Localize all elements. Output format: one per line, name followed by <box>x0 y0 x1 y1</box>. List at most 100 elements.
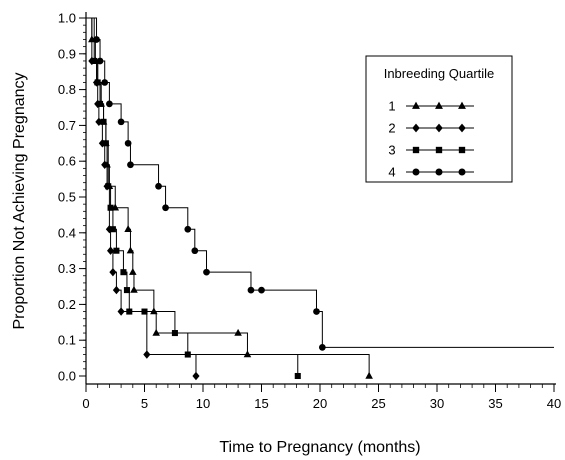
y-tick-label: 0.0 <box>58 369 76 384</box>
series-2-point <box>143 350 151 359</box>
x-tick-label: 35 <box>488 396 502 411</box>
series-3-point <box>91 57 98 64</box>
series-4-point <box>247 286 255 294</box>
legend-label: 2 <box>388 121 395 136</box>
series-4-point <box>313 308 320 315</box>
series-2-line <box>86 17 197 376</box>
y-tick-label: 0.8 <box>58 82 76 97</box>
x-tick-label: 5 <box>141 396 148 411</box>
y-tick-label: 0.5 <box>58 190 76 205</box>
legend-box <box>365 55 513 183</box>
series-4-point <box>184 225 192 233</box>
y-tick-label: 0.6 <box>58 154 76 169</box>
y-tick-label: 0.1 <box>58 333 76 348</box>
legend-item-2: 2 <box>388 121 474 136</box>
series-3-point <box>171 330 178 337</box>
series-1-point <box>365 371 373 379</box>
series-layer <box>86 17 554 381</box>
x-tick-label: 40 <box>547 396 561 411</box>
series-4-point <box>93 36 100 43</box>
series-3-point <box>123 287 130 294</box>
series-4-point <box>191 247 199 255</box>
series-3-point <box>126 308 133 315</box>
y-tick-label: 0.2 <box>58 297 76 312</box>
series-1-point <box>130 285 138 293</box>
x-axis-title: Time to Pregnancy (months) <box>219 439 420 456</box>
legend-label: 1 <box>388 99 395 114</box>
x-tick-label: 25 <box>371 396 385 411</box>
y-tick-label: 0.7 <box>58 118 76 133</box>
series-1-point <box>243 350 252 358</box>
legend-marker <box>435 101 443 109</box>
series-4-point <box>96 57 104 65</box>
legend-marker <box>458 123 466 133</box>
axes: 0.0 0.1 0.2 0.3 0.4 0.5 0.6 0.7 0.8 0.9 1.0 0 5 10 15 2… <box>58 11 561 412</box>
series-4-point <box>106 100 113 108</box>
series-4-point <box>162 204 169 212</box>
series-1 <box>86 17 373 379</box>
x-tick-label: 0 <box>82 396 89 411</box>
series-1-point <box>124 225 132 232</box>
series-4-point <box>258 286 265 294</box>
legend-marker <box>435 168 443 176</box>
series-3-point <box>105 183 112 190</box>
series-4 <box>86 17 554 351</box>
series-3-point <box>109 226 116 233</box>
series-1-point <box>150 307 158 315</box>
x-tick-label: 10 <box>196 396 210 411</box>
legend-label: 3 <box>388 143 395 158</box>
series-3-line <box>86 17 299 376</box>
legend-item-4: 4 <box>388 165 474 180</box>
legend-marker <box>435 146 443 154</box>
y-tick-label: 0.4 <box>58 225 76 240</box>
legend-marker <box>412 146 420 154</box>
series-2-point <box>109 267 117 277</box>
series-4-point <box>203 268 210 276</box>
series-4-point <box>101 79 109 86</box>
legend-marker <box>458 168 466 176</box>
series-3-point <box>184 351 191 358</box>
series-3-point <box>102 140 109 147</box>
series-2-point <box>117 307 125 316</box>
x-tick-label: 15 <box>254 396 268 411</box>
legend-marker <box>458 101 466 109</box>
series-3 <box>86 17 301 380</box>
legend-marker <box>412 123 420 133</box>
series-4-point <box>155 182 162 190</box>
series-2-point <box>112 285 120 295</box>
legend-title: Inbreeding Quartile <box>384 66 495 81</box>
series-1-line <box>86 17 370 376</box>
series-4-point <box>318 344 326 351</box>
series-4-point <box>127 161 134 169</box>
series-3-point <box>113 247 120 254</box>
legend: Inbreeding Quartile 1 2 3 4 <box>365 55 513 183</box>
y-tick-label: 0.3 <box>58 261 76 276</box>
series-3-point <box>107 204 114 211</box>
series-2-point <box>192 371 200 381</box>
series-2-point <box>107 246 115 255</box>
x-tick-label: 30 <box>430 396 444 411</box>
series-1-point <box>234 328 242 336</box>
legend-marker <box>412 168 420 176</box>
series-1-point <box>129 267 137 275</box>
series-2-point <box>105 225 113 234</box>
legend-item-1: 1 <box>388 99 474 114</box>
legend-marker <box>412 101 420 109</box>
legend-items: 1 2 3 4 <box>388 99 474 180</box>
series-3-point <box>97 100 104 107</box>
legend-marker <box>458 146 466 154</box>
series-3-point <box>120 269 127 276</box>
y-axis-title: Proportion Not Achieving Pregnancy <box>11 72 28 329</box>
series-4-point <box>117 118 125 126</box>
x-tick-label: 20 <box>313 396 327 411</box>
series-3-point <box>141 308 148 315</box>
series-2 <box>86 17 200 381</box>
series-3-point <box>94 79 101 86</box>
series-3-point <box>294 372 301 380</box>
y-tick-label: 0.9 <box>58 46 76 61</box>
series-1-point <box>126 246 135 254</box>
series-2-point <box>101 160 109 169</box>
legend-label: 4 <box>388 165 395 180</box>
y-tick-label: 1.0 <box>58 11 76 26</box>
